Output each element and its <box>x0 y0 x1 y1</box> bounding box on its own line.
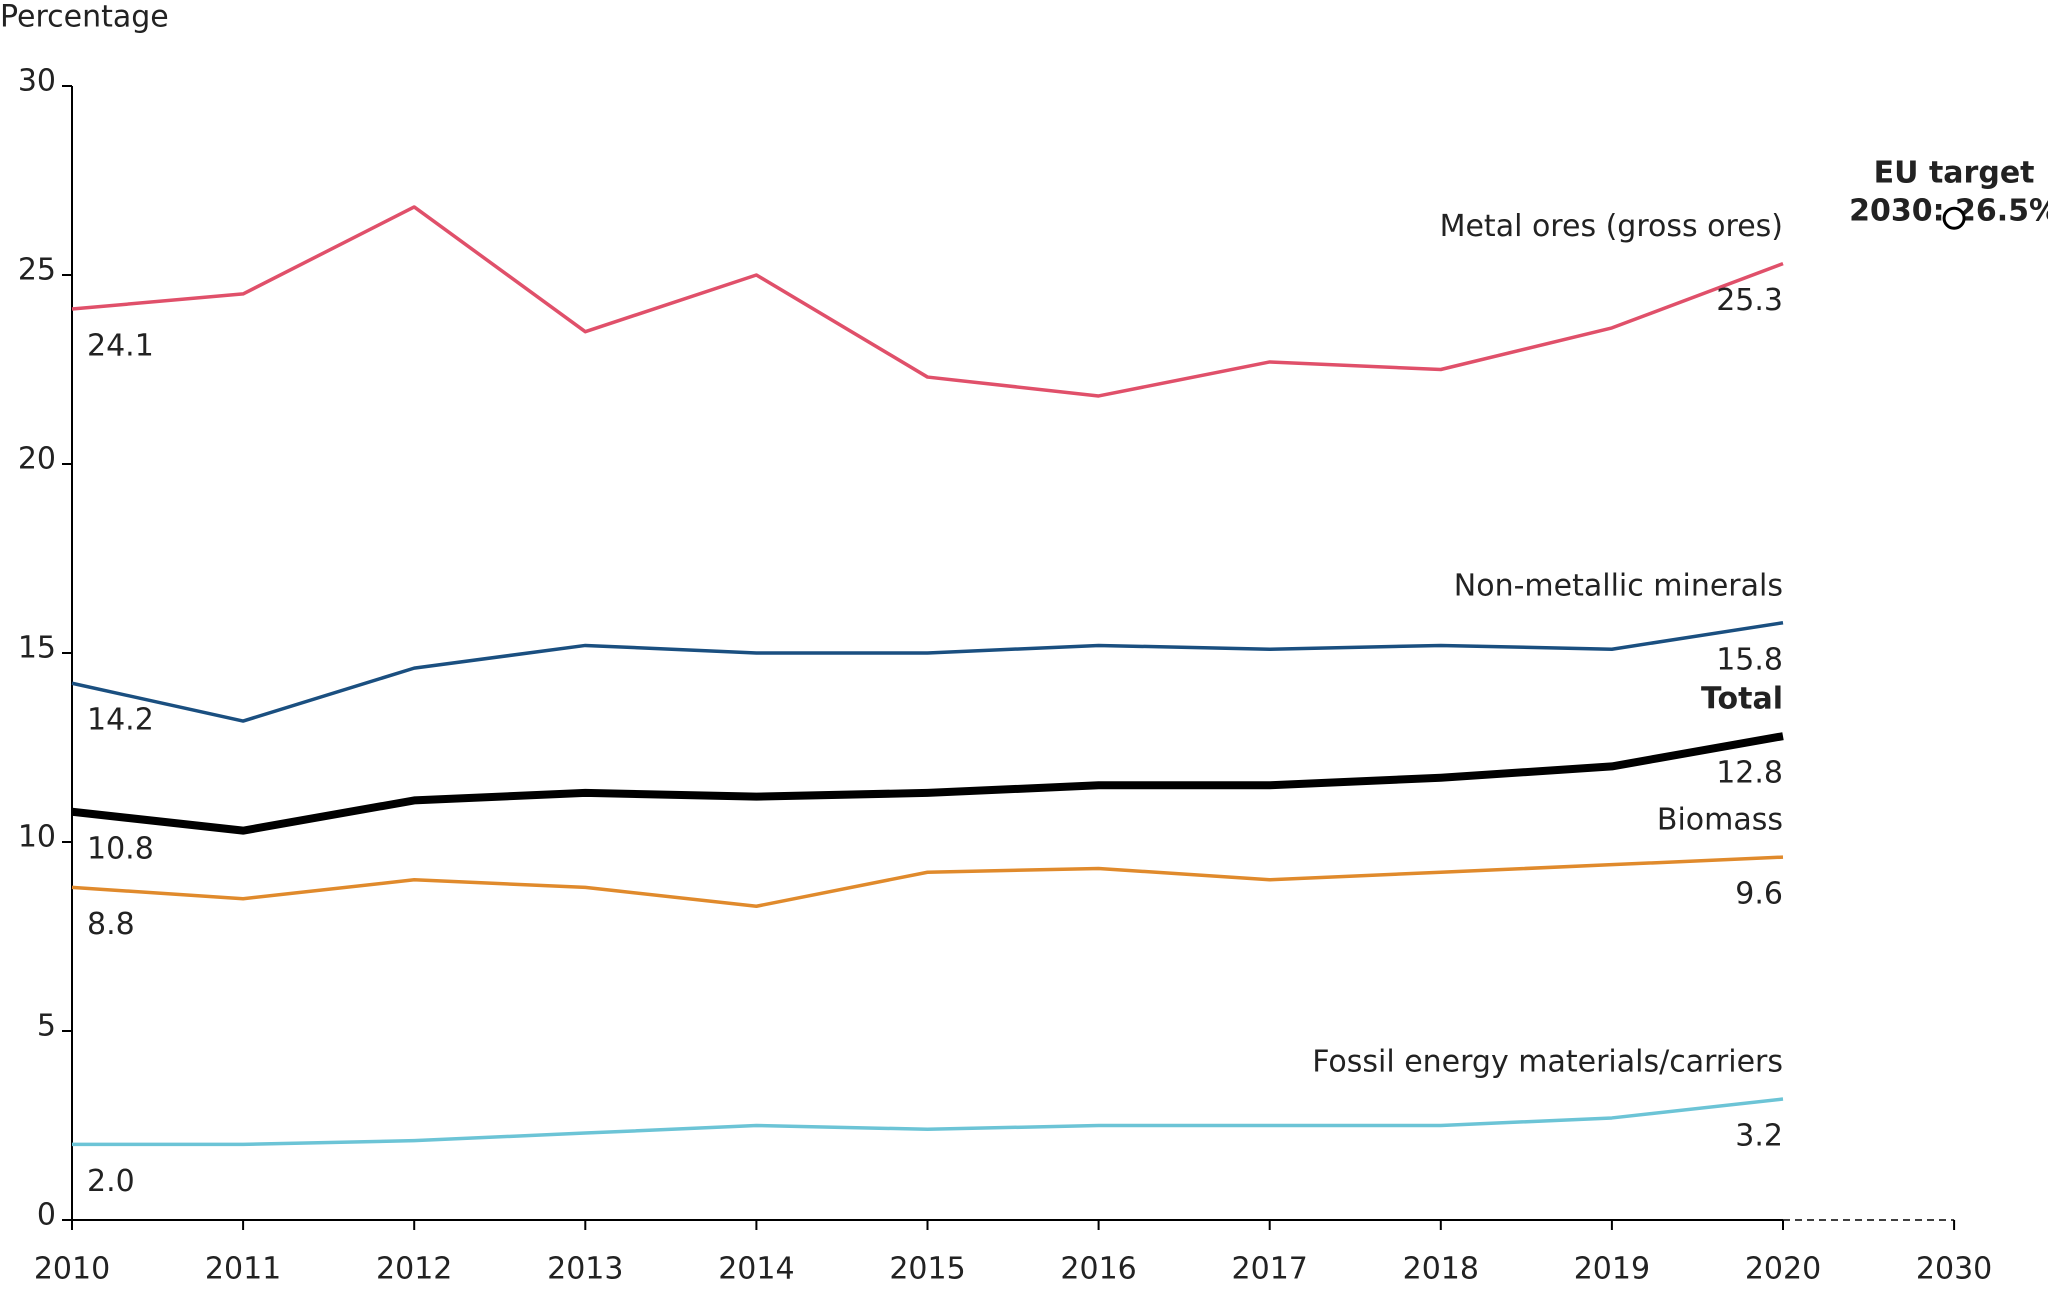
y-tick-label: 5 <box>37 1009 56 1044</box>
x-tick-label: 2012 <box>376 1252 452 1287</box>
target-marker <box>1942 206 1966 230</box>
value-label: 2.0 <box>87 1164 135 1199</box>
x-tick-label: 2030 <box>1916 1252 1992 1287</box>
x-tick-label: 2017 <box>1232 1252 1308 1287</box>
series-label: Metal ores (gross ores) <box>1440 209 1783 244</box>
x-tick-label: 2010 <box>34 1252 110 1287</box>
series-label: Non-metallic minerals <box>1454 568 1783 603</box>
x-tick-label: 2019 <box>1574 1252 1650 1287</box>
y-tick-label: 15 <box>18 631 56 666</box>
y-tick-label: 30 <box>18 64 56 99</box>
series-label: Fossil energy materials/carriers <box>1312 1045 1783 1080</box>
y-tick-label: 25 <box>18 253 56 288</box>
x-tick-label: 2013 <box>547 1252 623 1287</box>
series-line <box>71 205 1784 398</box>
value-label: 10.8 <box>87 831 154 866</box>
series-line <box>71 621 1784 723</box>
x-tick-label: 2018 <box>1403 1252 1479 1287</box>
y-tick-label: 10 <box>18 820 56 855</box>
x-tick-label: 2011 <box>205 1252 281 1287</box>
y-tick-label: 0 <box>37 1198 56 1233</box>
value-label: 24.1 <box>87 329 154 364</box>
x-tick-label: 2014 <box>718 1252 794 1287</box>
value-label: 9.6 <box>1735 877 1783 912</box>
series-line <box>71 855 1784 909</box>
value-label: 3.2 <box>1735 1119 1783 1154</box>
value-label: 14.2 <box>87 703 154 738</box>
x-tick-label: 2015 <box>889 1252 965 1287</box>
x-tick-label: 2020 <box>1745 1252 1821 1287</box>
value-label: 25.3 <box>1716 283 1783 318</box>
series-label: Biomass <box>1657 803 1783 838</box>
x-tick-label: 2016 <box>1060 1252 1136 1287</box>
y-tick-label: 20 <box>18 442 56 477</box>
y-axis-title: Percentage <box>0 0 169 35</box>
target-label: EU target <box>1874 156 2035 191</box>
series-line <box>71 732 1784 835</box>
series-line <box>72 1097 1784 1147</box>
value-label: 8.8 <box>87 907 135 942</box>
value-label: 15.8 <box>1716 642 1783 677</box>
value-label: 12.8 <box>1716 756 1783 791</box>
series-label: Total <box>1701 682 1783 717</box>
